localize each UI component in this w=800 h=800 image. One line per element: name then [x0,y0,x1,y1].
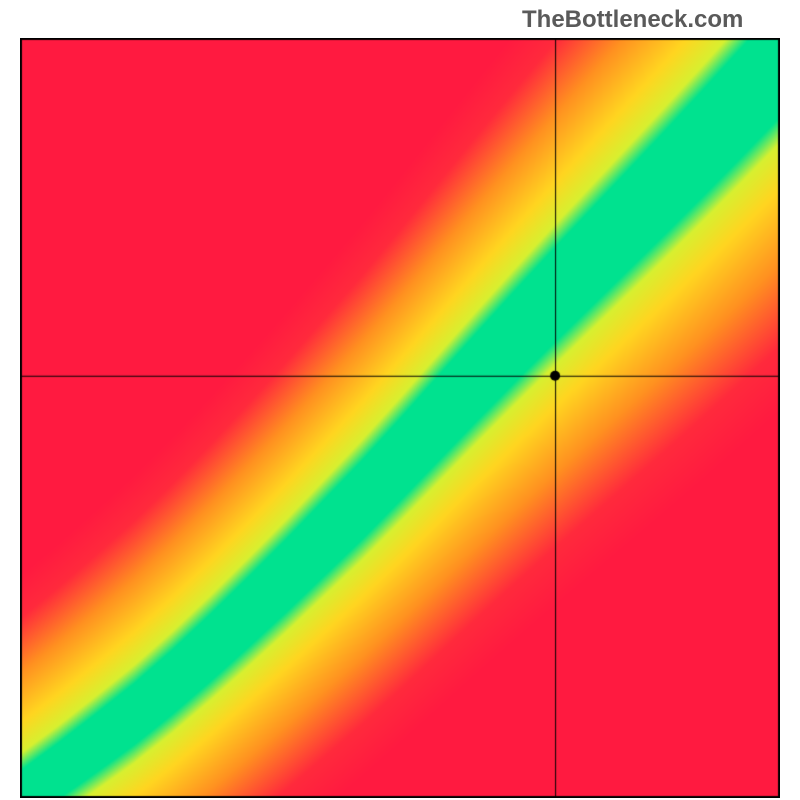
watermark-text: TheBottleneck.com [522,6,743,34]
bottleneck-heatmap [20,38,780,798]
heatmap-canvas [20,38,780,798]
